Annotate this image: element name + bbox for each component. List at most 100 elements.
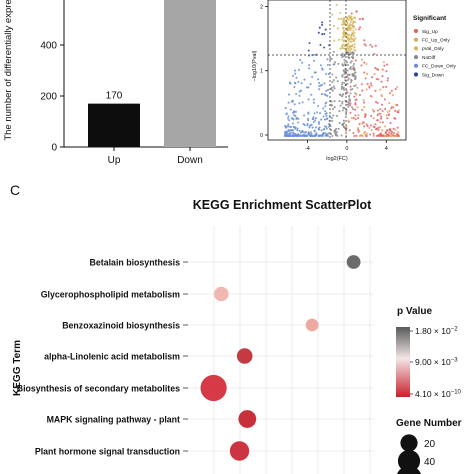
volcano-point [345,35,348,38]
volcano-point [295,76,298,79]
volcano-point [324,112,327,115]
volcano-point [291,74,295,77]
volcano-x-axis-label: log2(FC) [326,156,348,162]
kegg-term-label: Glycerophospholipid metabolism [41,290,180,300]
volcano-point [300,82,303,85]
volcano-point [396,85,399,89]
volcano-point [343,76,346,79]
volcano-point [347,100,350,103]
volcano-point [301,61,304,64]
volcano-point [342,64,345,67]
volcano-point [302,131,305,134]
volcano-legend-label: FC_Down_Only [422,64,456,70]
gene-number-legend: 204060 [396,434,436,474]
volcano-point [325,134,328,137]
volcano-point [348,16,351,19]
volcano-point [352,35,356,38]
volcano-point [349,111,352,114]
volcano-point [333,129,336,133]
volcano-point [284,107,287,110]
volcano-point [374,67,377,70]
volcano-point [308,67,311,70]
volcano-point [358,134,361,138]
volcano-point [379,108,382,111]
volcano-point [375,128,378,131]
kegg-term-label: Betalain biosynthesis [90,258,181,268]
volcano-point [394,109,397,112]
volcano-point [318,26,321,29]
volcano-point [387,77,390,80]
volcano-point [314,119,317,122]
volcano-point [331,119,334,122]
volcano-point [343,70,346,73]
volcano-point [358,93,361,96]
volcano-point [361,122,364,125]
bar-category-label: Down [177,155,203,166]
volcano-point [325,114,328,117]
volcano-point [349,81,352,84]
volcano-point [354,108,357,111]
volcano-y-tick-label: 2 [260,4,263,10]
volcano-point [346,82,349,85]
volcano-point [382,134,385,138]
volcano-point [290,117,293,120]
volcano-point [370,95,373,98]
volcano-point [378,134,381,137]
volcano-point [369,133,372,136]
volcano-point [358,123,361,126]
volcano-point [351,108,355,111]
volcano-legend-label: FC_Up_Only [422,38,450,44]
volcano-legend-marker [413,55,419,60]
volcano-point [338,121,341,124]
volcano-x-tick-label: 0 [345,146,348,152]
volcano-point [306,117,310,120]
volcano-point [346,69,349,72]
volcano-point [341,85,344,88]
volcano-point [391,94,394,97]
volcano-point [294,127,297,130]
volcano-point [326,58,329,61]
volcano-point [323,93,326,96]
volcano-point [356,86,359,89]
bar-up [88,103,140,147]
volcano-point [288,132,291,135]
volcano-point [322,107,325,110]
volcano-point [298,94,301,97]
volcano-point [370,129,373,132]
volcano-point [376,109,379,112]
volcano-point [338,100,341,103]
volcano-point [363,125,366,128]
volcano-point [287,134,290,137]
volcano-point [346,79,349,82]
volcano-point [343,44,346,47]
volcano-point [339,104,342,107]
volcano-point [381,103,384,106]
volcano-y-axis-label: −log10(Pval) [252,50,258,81]
volcano-point [333,100,336,103]
volcano-point [342,55,345,58]
volcano-point [349,85,352,88]
volcano-point [377,78,380,81]
volcano-point [343,125,346,128]
volcano-point [342,35,345,38]
volcano-point [329,58,332,61]
volcano-point [284,133,287,136]
kegg-term-label: alpha-Linolenic acid metabolism [44,352,180,362]
volcano-point [376,101,379,105]
pvalue-legend-title: p Value [397,306,432,317]
volcano-point [350,19,353,22]
volcano-point [332,107,335,111]
bar-y-tick-label: 400 [40,41,57,52]
volcano-point [354,28,357,31]
volcano-point [317,104,320,108]
volcano-point [379,126,382,129]
volcano-x-tick-label: -4 [305,146,310,152]
volcano-point [287,93,291,96]
volcano-point [343,29,346,32]
volcano-point [354,59,357,62]
volcano-point [348,15,351,18]
volcano-point [342,26,345,29]
volcano-point [289,125,292,128]
volcano-point [339,11,342,14]
